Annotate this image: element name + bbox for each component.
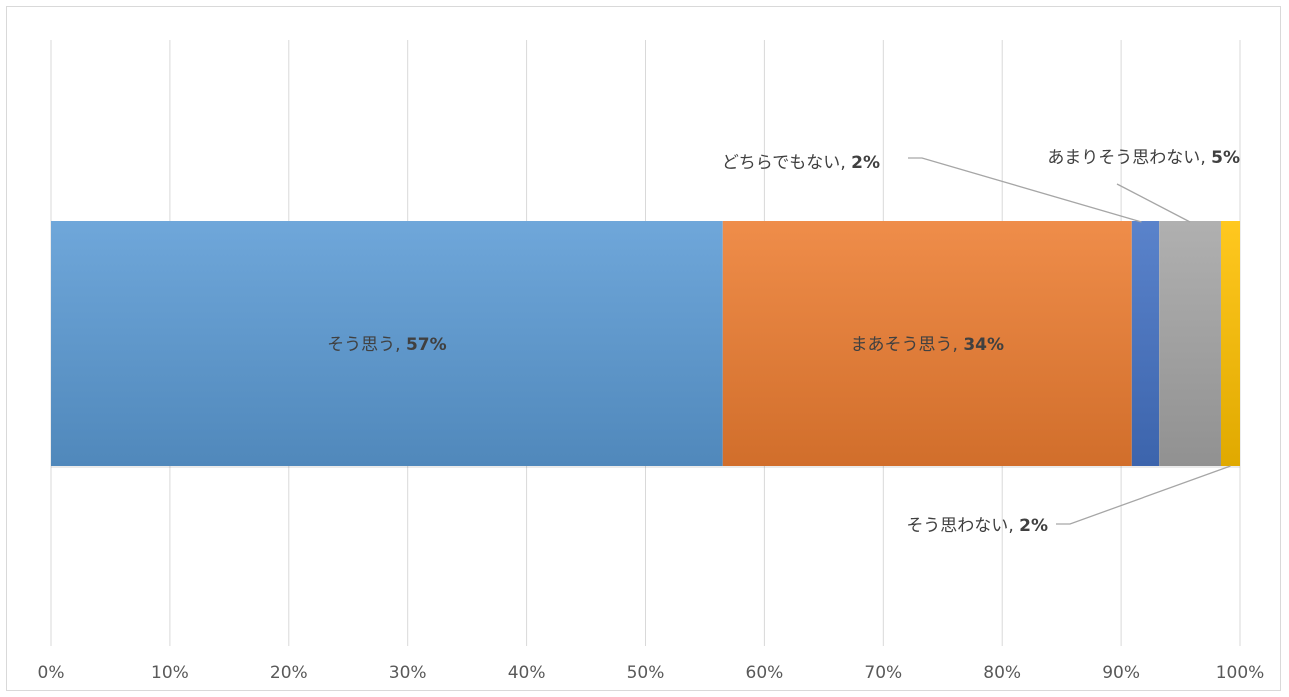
data-label-separator: ,: [1008, 516, 1019, 536]
x-axis-ticks: 0% 10% 20% 30% 40% 50% 60% 70% 80% 90% 100%: [38, 663, 1265, 683]
data-label: あまりそう思わない, 5%: [1047, 148, 1240, 168]
data-label-separator: ,: [1200, 148, 1211, 168]
data-label-name: まあそう思う: [851, 335, 953, 355]
x-tick-label: 10%: [151, 663, 189, 683]
x-tick-label: 80%: [983, 663, 1021, 683]
x-tick-label: 50%: [627, 663, 665, 683]
data-label-value: 5%: [1211, 148, 1240, 168]
bar-segment: [1220, 221, 1240, 466]
bar-shadow: [51, 466, 1240, 468]
data-label-value: 2%: [851, 153, 880, 173]
data-label: そう思わない, 2%: [906, 516, 1048, 536]
x-tick-label: 40%: [508, 663, 546, 683]
data-label: どちらでもない, 2%: [722, 153, 880, 173]
data-label: そう思う, 57%: [327, 335, 447, 355]
data-label-separator: ,: [395, 335, 406, 355]
x-tick-label: 70%: [864, 663, 902, 683]
leader-line: [1116, 183, 1191, 223]
data-label-value: 2%: [1019, 516, 1048, 536]
bar-segment: [1159, 221, 1221, 466]
x-tick-label: 90%: [1102, 663, 1140, 683]
x-tick-label: 100%: [1216, 663, 1265, 683]
data-label-name: あまりそう思わない: [1047, 148, 1200, 168]
data-label-name: そう思わない: [906, 516, 1008, 536]
data-label-value: 57%: [406, 335, 447, 355]
bar-segment: [722, 221, 1132, 466]
x-tick-label: 0%: [38, 663, 65, 683]
data-label-separator: ,: [953, 335, 964, 355]
bar-segments: [51, 221, 1240, 468]
bar-segment: [51, 221, 723, 466]
data-label-name: どちらでもない: [722, 153, 841, 173]
x-tick-label: 20%: [270, 663, 308, 683]
data-label-value: 34%: [963, 335, 1004, 355]
label-leader-lines: [908, 157, 1231, 525]
data-label: まあそう思う, 34%: [851, 335, 1005, 355]
bar-segment: [1131, 221, 1160, 466]
x-tick-label: 30%: [389, 663, 427, 683]
data-label-name: そう思う: [327, 335, 395, 355]
leader-line: [1056, 465, 1231, 525]
leader-line: [908, 157, 1142, 223]
data-label-separator: ,: [840, 153, 851, 173]
x-tick-label: 60%: [746, 663, 784, 683]
data-labels: そう思う, 57% まあそう思う, 34% どちらでもない, 2% あまりそう思わない…: [327, 148, 1240, 536]
